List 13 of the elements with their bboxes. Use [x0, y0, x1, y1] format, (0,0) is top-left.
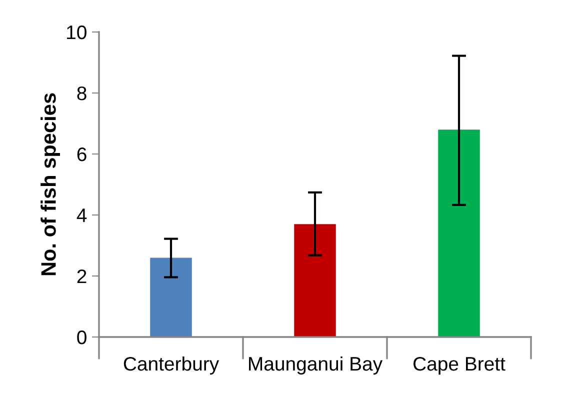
y-tick-label: 10 [67, 25, 86, 40]
y-axis-title: No. of fish species [40, 93, 60, 276]
y-tick-label: 2 [77, 269, 86, 284]
y-tick-label: 4 [76, 208, 87, 222]
x-tick-label: Maunganui Bay [249, 356, 383, 375]
y-tick-label: 8 [77, 86, 86, 100]
y-tick-label: 0 [77, 330, 86, 344]
y-tick-label: 6 [77, 147, 86, 162]
bar [150, 258, 192, 337]
bar [438, 130, 480, 337]
x-tick-label: Cape Brett [414, 356, 506, 375]
x-tick-label: Canterbury [124, 356, 220, 375]
bar [294, 224, 336, 337]
